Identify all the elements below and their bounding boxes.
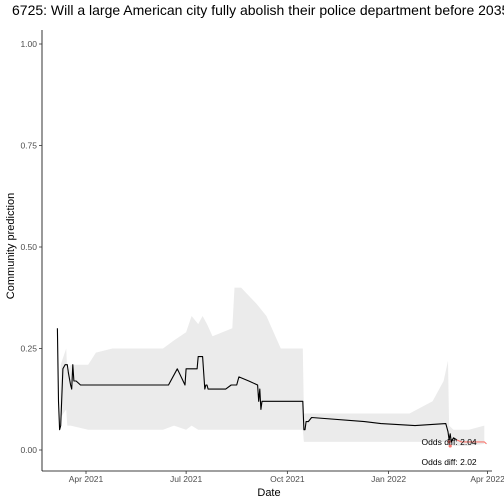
chart-title: 6725: Will a large American city fully a… <box>12 2 504 18</box>
y-tick-label-4: 1.00 <box>20 39 37 49</box>
series-line-1 <box>456 439 487 445</box>
y-tick-label-2: 0.50 <box>20 242 37 252</box>
annotation-1: Odds diff: 2.02 <box>422 457 477 467</box>
marker-0 <box>447 440 451 444</box>
x-axis-ticks: Apr 2021 Jul 2021 Oct 2021 Jan 2022 Apr 2022 <box>69 471 504 484</box>
confidence-band <box>59 287 485 446</box>
prediction-lines <box>56 328 487 445</box>
y-tick-label-3: 0.75 <box>20 141 37 151</box>
series-line-0 <box>56 328 458 443</box>
y-axis-ticks: 0.00 0.25 0.50 0.75 1.00 <box>20 39 42 455</box>
y-tick-label-1: 0.25 <box>20 344 37 354</box>
x-axis-title: Date <box>257 487 280 499</box>
x-tick-label-4: Apr 2022 <box>470 474 504 484</box>
annotations: Odds diff: 2.04 Odds diff: 2.02 <box>422 437 477 467</box>
band-area <box>59 287 485 446</box>
marker-1 <box>448 444 452 448</box>
y-axis-title: Community prediction <box>5 193 17 299</box>
x-tick-label-0: Apr 2021 <box>69 474 104 484</box>
markers <box>447 440 452 448</box>
x-tick-label-2: Oct 2021 <box>270 474 305 484</box>
x-tick-label-3: Jan 2022 <box>371 474 406 484</box>
x-tick-label-1: Jul 2021 <box>170 474 202 484</box>
annotation-0: Odds diff: 2.04 <box>422 437 477 447</box>
y-tick-label-0: 0.00 <box>20 445 37 455</box>
